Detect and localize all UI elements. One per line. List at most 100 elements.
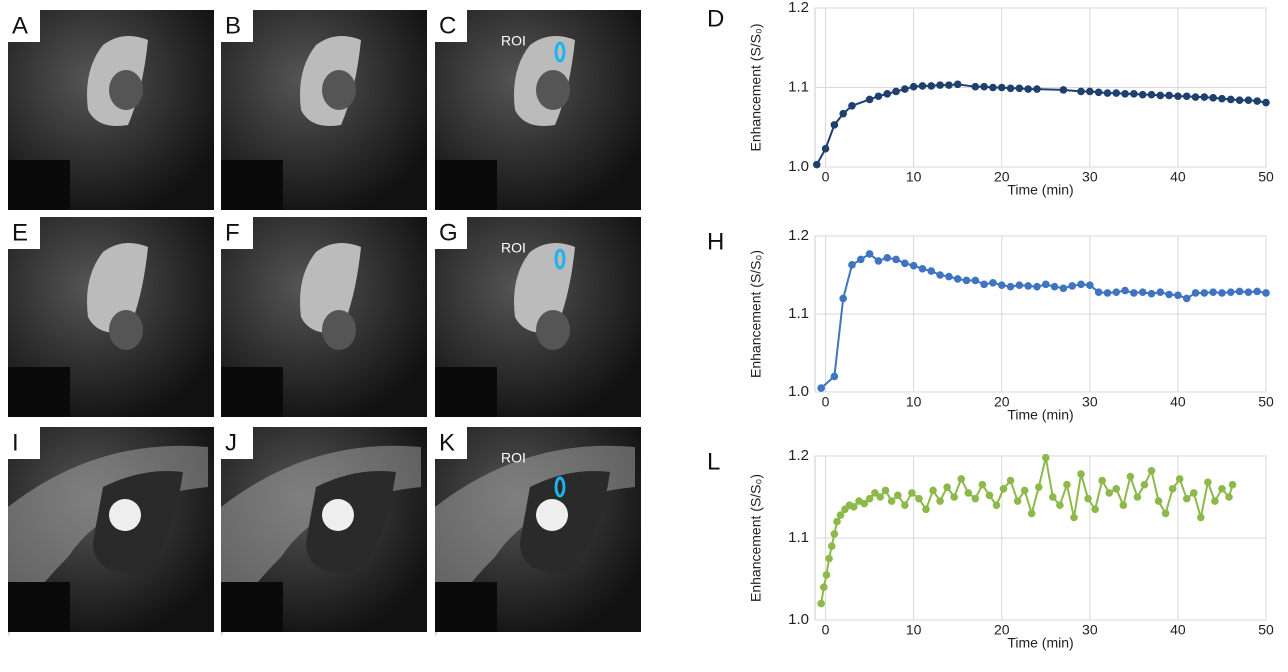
y-tick-label: 1.1 xyxy=(788,529,809,546)
data-point xyxy=(1156,288,1165,296)
data-point xyxy=(909,261,918,270)
data-point xyxy=(1077,280,1085,289)
panel-label: G xyxy=(439,219,458,246)
data-point xyxy=(1112,288,1121,296)
data-point xyxy=(830,530,839,538)
data-point xyxy=(1034,483,1043,491)
data-point xyxy=(1013,497,1022,505)
data-point xyxy=(892,87,900,96)
x-tick-label: 30 xyxy=(1082,394,1098,410)
inset xyxy=(8,367,70,417)
data-point xyxy=(918,82,927,90)
data-point xyxy=(1147,466,1156,475)
data-point xyxy=(1253,97,1261,105)
data-point xyxy=(1168,485,1177,493)
data-point xyxy=(908,489,916,497)
panel-label: A xyxy=(12,12,28,39)
data-point xyxy=(860,499,869,508)
data-point xyxy=(1006,476,1015,485)
lesion xyxy=(322,70,356,110)
label-box xyxy=(435,427,467,459)
x-tick-label: 20 xyxy=(994,169,1010,185)
data-point xyxy=(1161,509,1170,518)
data-point xyxy=(1175,475,1184,483)
data-point xyxy=(971,276,980,285)
data-point xyxy=(1228,480,1237,489)
data-point xyxy=(989,279,997,287)
data-point xyxy=(957,475,966,483)
data-point xyxy=(1156,91,1165,100)
data-point xyxy=(830,121,839,129)
data-point xyxy=(936,81,944,89)
panel-label: E xyxy=(12,219,28,246)
data-point xyxy=(1133,493,1142,501)
label-box xyxy=(435,217,467,249)
y-tick-label: 1.0 xyxy=(788,611,809,628)
data-point xyxy=(1094,88,1103,97)
chart-label: H xyxy=(707,228,724,255)
data-point xyxy=(1200,93,1209,101)
data-point xyxy=(1209,288,1217,296)
inset xyxy=(8,582,70,632)
data-point xyxy=(1218,94,1226,103)
roi-label: ROI xyxy=(501,450,526,466)
data-point xyxy=(871,489,879,497)
data-point xyxy=(1244,288,1253,296)
panel-label: K xyxy=(439,429,455,456)
x-tick-label: 0 xyxy=(822,394,830,410)
data-point xyxy=(1024,85,1032,93)
data-point xyxy=(950,493,958,501)
panel-label: J xyxy=(225,429,237,456)
inset xyxy=(435,367,497,417)
x-tick-label: 10 xyxy=(906,169,922,185)
data-point xyxy=(865,250,874,258)
data-point xyxy=(817,384,825,392)
data-point xyxy=(1059,86,1068,94)
data-point xyxy=(953,80,962,89)
data-point xyxy=(1200,289,1209,297)
data-point xyxy=(1121,286,1129,295)
data-point xyxy=(1094,288,1103,296)
data-point xyxy=(1235,287,1244,296)
y-tick-label: 1.2 xyxy=(788,227,809,244)
data-point xyxy=(1098,476,1106,485)
data-point xyxy=(929,486,937,495)
roi-marker xyxy=(554,41,566,63)
x-tick-label: 10 xyxy=(906,394,922,410)
data-point xyxy=(1174,92,1182,101)
data-point xyxy=(992,501,1001,510)
data-point xyxy=(812,160,821,169)
data-point xyxy=(1165,290,1173,299)
x-tick-label: 50 xyxy=(1258,394,1274,410)
label-box xyxy=(221,427,253,459)
data-point xyxy=(997,281,1006,289)
data-point xyxy=(1126,472,1135,481)
data-point xyxy=(1147,289,1156,298)
lesion xyxy=(536,310,570,350)
data-point xyxy=(927,82,936,90)
data-point xyxy=(978,480,987,489)
x-tick-label: 20 xyxy=(994,622,1010,638)
data-point xyxy=(936,497,944,505)
x-tick-label: 40 xyxy=(1170,169,1186,185)
data-point xyxy=(1027,509,1036,518)
data-point xyxy=(1015,281,1024,289)
data-point xyxy=(1262,289,1270,297)
data-point xyxy=(1024,282,1032,290)
inset xyxy=(435,582,497,632)
panel-label: B xyxy=(225,12,241,39)
data-point xyxy=(1130,90,1138,98)
data-point xyxy=(874,257,883,265)
data-point xyxy=(1154,497,1163,505)
x-tick-label: 30 xyxy=(1082,169,1098,185)
data-point xyxy=(876,493,884,501)
data-point xyxy=(1218,289,1226,297)
data-point xyxy=(836,511,845,519)
data-point xyxy=(830,372,839,381)
x-tick-label: 50 xyxy=(1258,622,1274,638)
data-point xyxy=(874,92,883,101)
data-point xyxy=(883,90,892,98)
x-tick-label: 50 xyxy=(1258,169,1274,185)
data-point xyxy=(1105,489,1114,497)
